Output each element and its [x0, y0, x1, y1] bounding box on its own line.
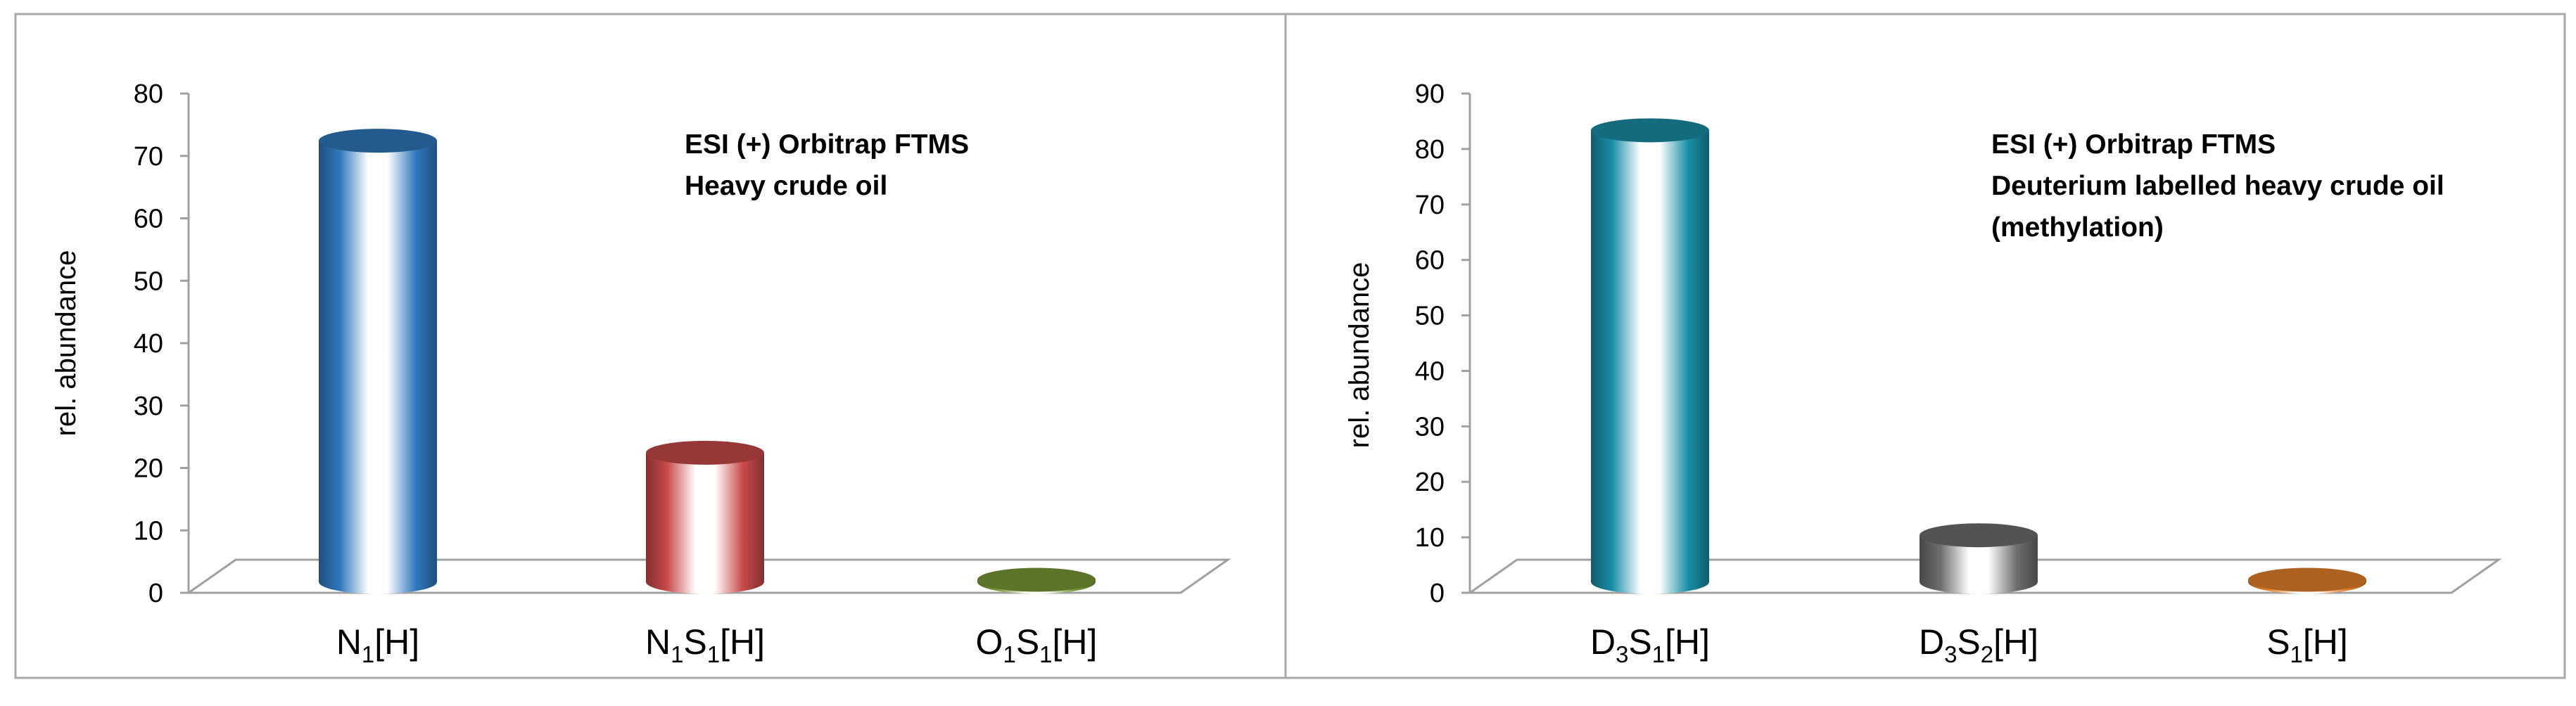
x-category-label: N1​[H]	[336, 622, 419, 667]
y-axis-label: rel. abundance	[1344, 262, 1375, 449]
annotation-line: Deuterium labelled heavy crude oil	[1991, 171, 2444, 201]
bar-top	[646, 440, 764, 465]
y-tick-label: 70	[1415, 191, 1445, 220]
y-tick-label: 50	[134, 267, 163, 296]
bar-body	[319, 141, 437, 594]
bar-body	[1591, 130, 1709, 594]
y-tick-label: 80	[1415, 135, 1445, 165]
bar-top	[1591, 118, 1709, 143]
y-tick-label: 10	[1415, 523, 1445, 553]
y-tick-label: 60	[134, 205, 163, 234]
y-tick-label: 30	[1415, 412, 1445, 442]
bar-top	[1920, 523, 2038, 548]
y-axis-label: rel. abundance	[51, 250, 82, 437]
chart-left: 0 10 20 30 40 50 60 70 80 rel. abundance ESI (+) O…	[51, 79, 1231, 667]
bar	[646, 440, 764, 594]
bar-top	[319, 129, 437, 153]
y-tick-label: 0	[148, 579, 163, 608]
y-tick-label: 50	[1415, 302, 1445, 331]
bar-top	[977, 567, 1096, 592]
y-tick-label: 20	[1415, 468, 1445, 497]
y-tick-label: 20	[134, 454, 163, 484]
bar	[1920, 523, 2038, 594]
y-tick-label: 10	[134, 516, 163, 546]
bar	[1591, 118, 1709, 594]
y-tick-label: 30	[134, 392, 163, 421]
annotation-line: ESI (+) Orbitrap FTMS	[1991, 129, 2276, 160]
y-tick-label: 80	[134, 79, 163, 109]
y-tick-label: 40	[1415, 357, 1445, 386]
annotation-line: Heavy crude oil	[685, 171, 887, 201]
x-category-label: D3​S2​[H]	[1919, 622, 2038, 667]
y-tick-label: 0	[1430, 579, 1445, 608]
y-tick-label: 70	[134, 142, 163, 172]
x-category-label: D3​S1​[H]	[1590, 622, 1710, 667]
bar-body	[1920, 535, 2038, 594]
chart-right: 0 10 20 30 40 50 60 70 80 90 rel. abundance ESI (+)…	[1344, 79, 2502, 667]
y-tick-label: 90	[1415, 79, 1445, 109]
x-category-label: S1​[H]	[2266, 622, 2348, 667]
x-category-label: O1​S1​[H]	[976, 622, 1098, 667]
x-category-label: N1​S1​[H]	[645, 622, 765, 667]
bar	[2248, 567, 2366, 594]
bar-top	[2248, 567, 2366, 592]
y-tick-label: 60	[1415, 246, 1445, 276]
bar	[319, 129, 437, 594]
bar-body	[646, 452, 764, 594]
annotation-line: (methylation)	[1991, 212, 2164, 243]
y-tick-label: 40	[134, 329, 163, 359]
bar	[977, 567, 1096, 594]
annotation-line: ESI (+) Orbitrap FTMS	[685, 129, 969, 160]
